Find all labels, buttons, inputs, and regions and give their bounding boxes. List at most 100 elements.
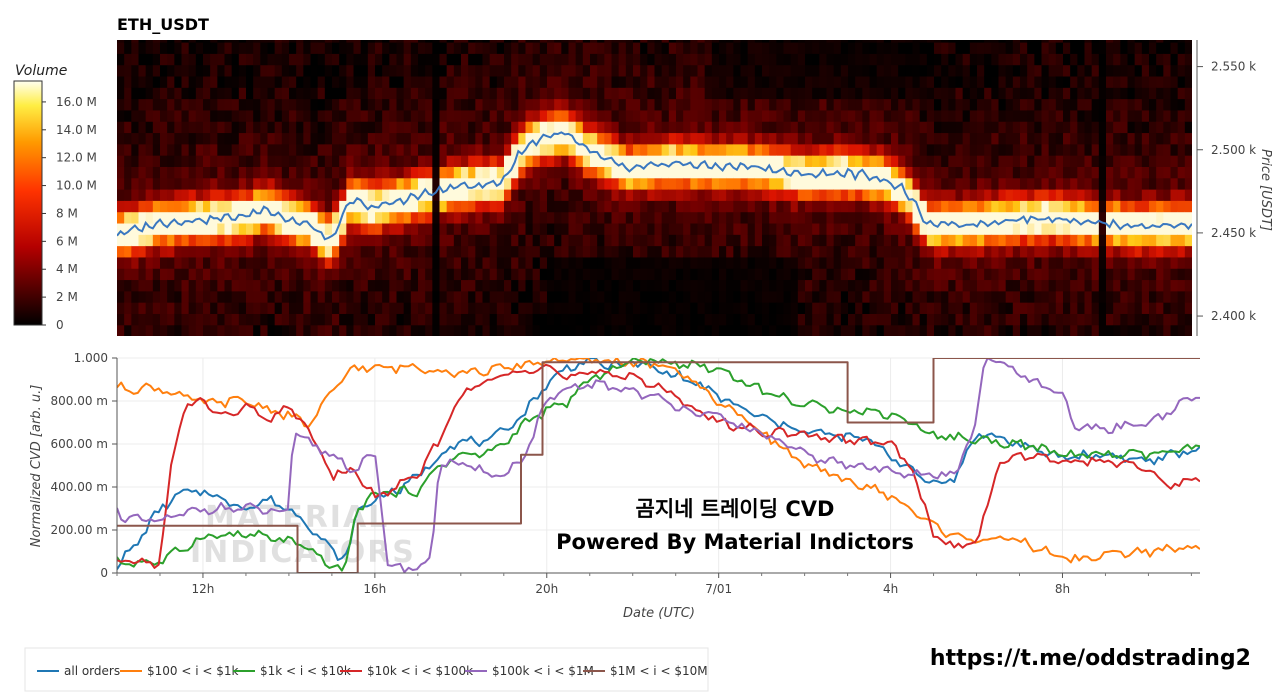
heatmap-cell bbox=[167, 166, 175, 179]
heatmap-cell bbox=[683, 302, 691, 314]
heatmap-cell bbox=[762, 222, 770, 235]
heatmap-cell bbox=[238, 98, 247, 111]
heatmap-cell bbox=[289, 40, 297, 43]
heatmap-cell bbox=[912, 245, 921, 258]
heatmap-cell bbox=[1120, 177, 1129, 190]
heatmap-cell bbox=[160, 290, 168, 303]
heatmap-cell bbox=[668, 41, 677, 54]
heatmap-cell bbox=[1020, 222, 1028, 235]
heatmap-cell bbox=[117, 245, 125, 258]
heatmap-cell bbox=[747, 234, 756, 247]
heatmap-cell bbox=[604, 324, 613, 336]
heatmap-cell bbox=[805, 121, 813, 134]
heatmap-cell bbox=[403, 53, 412, 66]
heatmap-cell bbox=[195, 155, 204, 167]
heatmap-cell bbox=[926, 64, 935, 77]
heatmap-cell bbox=[683, 53, 691, 66]
heatmap-cell bbox=[855, 177, 863, 190]
heatmap-cell bbox=[898, 166, 906, 179]
heatmap-cell bbox=[733, 64, 742, 77]
heatmap-cell bbox=[332, 121, 340, 134]
heatmap-cell bbox=[224, 211, 233, 224]
heatmap-cell bbox=[418, 75, 426, 88]
heatmap-cell bbox=[590, 75, 598, 88]
heatmap-cell bbox=[848, 109, 856, 122]
heatmap-cell bbox=[640, 188, 648, 201]
heatmap-cell bbox=[1120, 313, 1129, 326]
heatmap-cell bbox=[1005, 268, 1014, 281]
heatmap-cell bbox=[733, 188, 742, 201]
heatmap-cell bbox=[539, 98, 548, 111]
heatmap-cell bbox=[969, 313, 978, 326]
heatmap-cell bbox=[425, 268, 433, 281]
heatmap-cell bbox=[1020, 177, 1028, 190]
heatmap-cell bbox=[991, 290, 1000, 303]
heatmap-cell bbox=[152, 188, 161, 201]
telegram-link[interactable]: https://t.me/oddstrading2 bbox=[930, 646, 1251, 671]
heatmap-cell bbox=[346, 41, 355, 54]
heatmap-cell bbox=[188, 155, 197, 167]
heatmap-cell bbox=[597, 313, 605, 326]
heatmap-cell bbox=[683, 222, 691, 235]
heatmap-cell bbox=[1127, 40, 1136, 43]
heatmap-cell bbox=[167, 177, 175, 190]
heatmap-cell bbox=[883, 166, 892, 179]
heatmap-cell bbox=[152, 75, 161, 88]
heatmap-cell bbox=[1170, 98, 1179, 111]
cvd-series-line bbox=[117, 358, 1200, 570]
heatmap-cell bbox=[575, 98, 584, 111]
heatmap-cell bbox=[654, 75, 663, 88]
heatmap-cell bbox=[862, 211, 871, 224]
heatmap-cell bbox=[167, 188, 175, 201]
heatmap-cell bbox=[231, 109, 240, 122]
heatmap-cell bbox=[461, 245, 469, 258]
heatmap-cell bbox=[690, 121, 699, 134]
heatmap-cell bbox=[1070, 40, 1078, 43]
heatmap-cell bbox=[1034, 200, 1043, 213]
heatmap-cell bbox=[1113, 143, 1121, 156]
heatmap-cell bbox=[353, 109, 362, 122]
heatmap-cell bbox=[267, 87, 276, 100]
heatmap-cell bbox=[1063, 40, 1071, 43]
heatmap-cell bbox=[948, 200, 957, 213]
heatmap-cell bbox=[1084, 98, 1093, 111]
heatmap-cell bbox=[941, 75, 949, 88]
heatmap-cell bbox=[690, 302, 699, 314]
heatmap-cell bbox=[1041, 87, 1050, 100]
heatmap-cell bbox=[790, 200, 799, 213]
heatmap-cell bbox=[1048, 211, 1057, 224]
heatmap-cell bbox=[468, 166, 476, 179]
heatmap-cell bbox=[403, 121, 412, 134]
heatmap-cell bbox=[640, 41, 648, 54]
legend-label: $1k < i < $10k bbox=[260, 664, 351, 678]
heatmap-cell bbox=[934, 53, 942, 66]
heatmap-cell bbox=[324, 155, 333, 167]
heatmap-cell bbox=[812, 188, 820, 201]
heatmap-cell bbox=[905, 245, 914, 258]
heatmap-cell bbox=[1041, 256, 1050, 269]
heatmap-cell bbox=[683, 256, 691, 269]
heatmap-cell bbox=[152, 245, 161, 258]
heatmap-cell bbox=[260, 188, 269, 201]
price-tick-label: 2.450 k bbox=[1211, 226, 1256, 240]
heatmap-cell bbox=[640, 166, 648, 179]
heatmap-cell bbox=[1034, 313, 1043, 326]
heatmap-cell bbox=[1034, 53, 1043, 66]
heatmap-cell bbox=[1106, 98, 1114, 111]
heatmap-cell bbox=[511, 313, 519, 326]
heatmap-cell bbox=[977, 177, 985, 190]
heatmap-cell bbox=[848, 268, 856, 281]
heatmap-cell bbox=[539, 53, 548, 66]
heatmap-cell bbox=[367, 324, 376, 336]
heatmap-cell bbox=[1106, 132, 1114, 145]
heatmap-cell bbox=[955, 222, 964, 235]
heatmap-cell bbox=[1134, 268, 1143, 281]
heatmap-cell bbox=[848, 279, 856, 292]
heatmap-cell bbox=[719, 222, 727, 235]
heatmap-cell bbox=[253, 211, 261, 224]
heatmap-cell bbox=[719, 245, 727, 258]
heatmap-cell bbox=[310, 256, 319, 269]
heatmap-cell bbox=[590, 324, 598, 336]
heatmap-cell bbox=[1127, 41, 1136, 54]
heatmap-cell bbox=[969, 234, 978, 247]
